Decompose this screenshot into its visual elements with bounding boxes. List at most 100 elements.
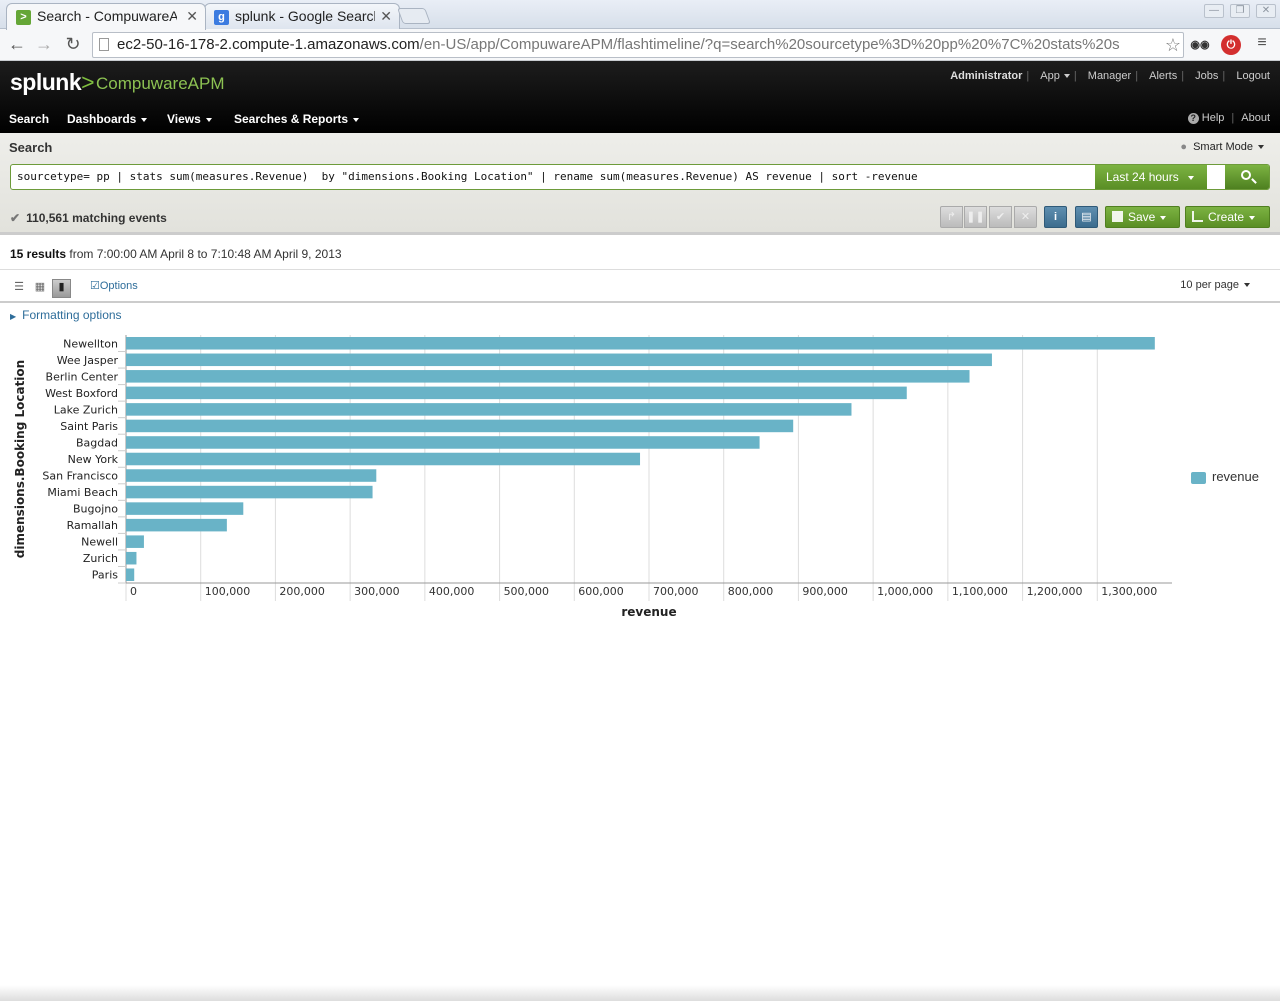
browser-tab-search[interactable]: > Search - CompuwareAI ✕ xyxy=(6,3,206,30)
x-tick-label: 900,000 xyxy=(802,585,848,598)
back-arrow-icon[interactable]: ← xyxy=(8,34,26,54)
matching-events: ✔ 110,561 matching events xyxy=(10,211,167,225)
chart-legend: revenue xyxy=(1191,469,1259,484)
bar xyxy=(126,353,992,367)
alerts-link[interactable]: Alerts xyxy=(1149,70,1178,82)
create-button[interactable]: Create xyxy=(1185,206,1270,228)
search-button[interactable] xyxy=(1225,165,1269,189)
options-label: Options xyxy=(99,280,138,292)
chevron-down-icon xyxy=(353,117,360,122)
y-tick-label: Lake Zurich xyxy=(54,403,118,416)
manager-link[interactable]: Manager xyxy=(1087,70,1132,82)
bar xyxy=(126,452,641,466)
chart-icon xyxy=(1192,211,1203,222)
inspect-button[interactable]: i xyxy=(1044,206,1067,228)
info-icon: i xyxy=(1053,211,1058,223)
x-axis-title: revenue xyxy=(621,605,676,619)
send-to-background-button[interactable]: ↱ xyxy=(940,206,963,228)
forward-arrow-icon[interactable]: → xyxy=(35,34,53,54)
bookmark-star-icon[interactable]: ☆ xyxy=(1164,35,1181,55)
new-tab-button[interactable] xyxy=(397,8,431,24)
x-tick-label: 400,000 xyxy=(429,585,475,598)
nav-dashboards-label: Dashboards xyxy=(67,112,137,126)
main-nav: Search Dashboards Views Searches & Repor… xyxy=(0,111,1280,133)
legend-swatch xyxy=(1191,471,1206,484)
pause-button[interactable]: ❚❚ xyxy=(964,206,987,228)
checkbox-icon: ☑ xyxy=(90,280,100,292)
account-bar: Administrator | App | Manager | Alerts | Job… xyxy=(950,70,1270,82)
per-page-select[interactable]: 10 per page xyxy=(1180,279,1250,291)
chevron-down-icon xyxy=(1258,145,1264,150)
formatting-options-toggle[interactable]: ▶ Formatting options xyxy=(10,308,122,322)
print-button[interactable]: ▤ xyxy=(1075,206,1098,228)
minimize-button[interactable]: — xyxy=(1204,4,1224,18)
chevron-down-icon xyxy=(141,117,148,122)
x-tick-label: 700,000 xyxy=(653,585,699,598)
help-link[interactable]: Help xyxy=(1201,112,1225,124)
address-bar[interactable]: ec2-50-16-178-2.compute-1.amazonaws.com/… xyxy=(92,32,1184,58)
legend-label: revenue xyxy=(1212,469,1259,484)
close-tab-icon[interactable]: ✕ xyxy=(380,8,392,24)
x-tick-label: 600,000 xyxy=(578,585,624,598)
search-mode-label: Smart Mode xyxy=(1193,141,1253,153)
bar xyxy=(126,337,1155,350)
window-close-button[interactable]: ✕ xyxy=(1256,4,1276,18)
logo-gt: > xyxy=(81,69,95,95)
jobs-link[interactable]: Jobs xyxy=(1195,70,1219,82)
app-header: splunk> CompuwareAPM Administrator | App |… xyxy=(0,61,1280,133)
y-tick-label: Berlin Center xyxy=(46,370,119,383)
cancel-button[interactable]: ✕ xyxy=(1014,206,1037,228)
logout-link[interactable]: Logout xyxy=(1236,70,1270,82)
window-bottom-edge xyxy=(0,985,1280,1001)
browser-tab-google[interactable]: g splunk - Google Searcl ✕ xyxy=(204,3,400,30)
y-tick-label: Wee Jasper xyxy=(57,354,119,367)
page-icon xyxy=(99,38,109,51)
create-label: Create xyxy=(1208,210,1245,224)
splunk-logo[interactable]: splunk> xyxy=(10,69,95,96)
search-input[interactable]: sourcetype= pp | stats sum(measures.Reve… xyxy=(17,170,918,183)
about-link[interactable]: About xyxy=(1241,112,1270,124)
x-tick-label: 500,000 xyxy=(504,585,549,598)
app-name: CompuwareAPM xyxy=(96,74,225,93)
table-view-icon[interactable]: ▦ xyxy=(34,281,46,293)
chevron-down-icon xyxy=(1249,215,1256,220)
nav-views[interactable]: Views xyxy=(167,112,212,126)
close-tab-icon[interactable]: ✕ xyxy=(186,8,198,24)
bar xyxy=(126,485,373,499)
nav-searches-reports[interactable]: Searches & Reports xyxy=(234,112,360,126)
nav-searches-label: Searches & Reports xyxy=(234,112,349,126)
chart-view-icon[interactable]: ▮ xyxy=(52,279,71,298)
logo-text: splunk xyxy=(10,69,82,95)
y-tick-label: Newell xyxy=(81,536,118,549)
help-icon: ? xyxy=(1187,113,1199,124)
menu-icon[interactable]: ≡ xyxy=(1257,34,1267,51)
reload-icon[interactable]: ↻ xyxy=(65,34,81,54)
results-count: 15 results xyxy=(10,247,67,261)
app-menu[interactable]: App xyxy=(1040,70,1060,82)
x-tick-label: 800,000 xyxy=(728,585,774,598)
bar xyxy=(126,469,377,482)
save-button[interactable]: Save xyxy=(1105,206,1180,228)
view-toolbar: ☰ ▦ ▮ ☑Options 10 per page xyxy=(0,270,1280,303)
checkmark-icon: ✔ xyxy=(10,211,21,225)
y-tick-label: Zurich xyxy=(83,552,118,565)
x-tick-label: 1,300,000 xyxy=(1101,585,1157,598)
chevron-down-icon xyxy=(1244,283,1250,288)
nav-search[interactable]: Search xyxy=(9,112,50,126)
x-tick-label: 1,200,000 xyxy=(1027,585,1083,598)
bar xyxy=(126,419,794,433)
mask-extension-icon[interactable]: ◉◉ xyxy=(1190,39,1210,51)
print-icon: ▤ xyxy=(1081,211,1092,223)
time-range-picker[interactable]: Last 24 hours xyxy=(1095,165,1207,189)
bar xyxy=(126,535,144,548)
finalize-button[interactable]: ✔ xyxy=(989,206,1012,228)
y-tick-label: Newellton xyxy=(63,337,118,350)
stop-extension-icon[interactable]: ⏻ xyxy=(1221,35,1241,55)
restore-button[interactable]: ❐ xyxy=(1230,4,1250,18)
list-view-icon[interactable]: ☰ xyxy=(14,281,24,293)
options-toggle[interactable]: ☑Options xyxy=(90,279,138,292)
chevron-down-icon xyxy=(1187,175,1194,180)
search-mode-select[interactable]: ● Smart Mode xyxy=(1180,141,1264,153)
nav-dashboards[interactable]: Dashboards xyxy=(67,112,148,126)
y-axis-title: dimensions.Booking Location xyxy=(13,360,27,558)
